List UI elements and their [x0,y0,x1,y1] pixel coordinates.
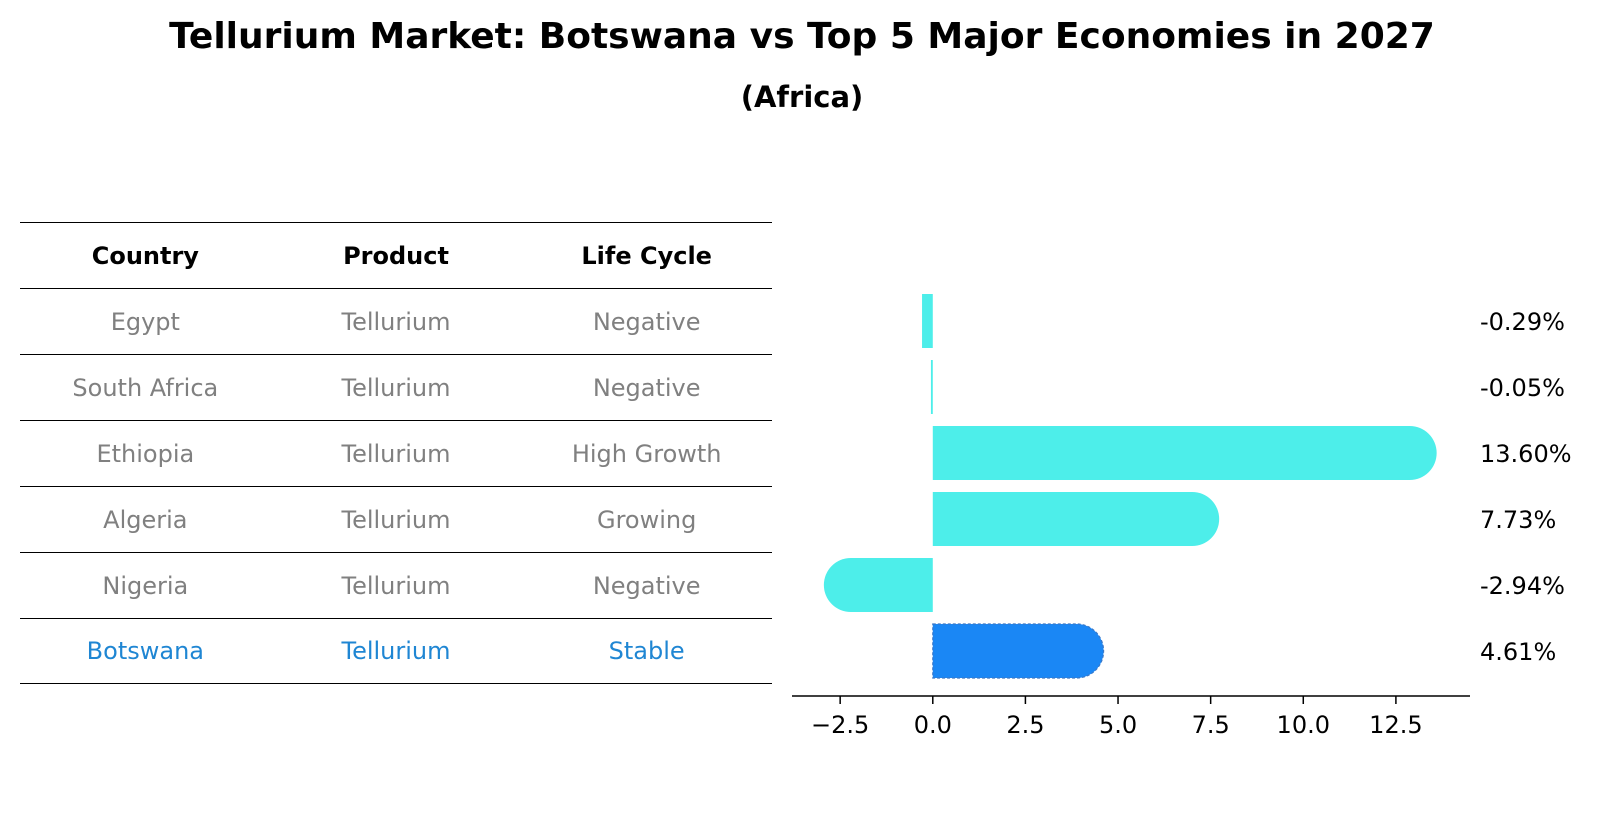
bar-value-label: -2.94% [1480,572,1565,600]
bar-botswana [932,623,1105,679]
cell-country: Algeria [103,505,188,534]
cell-product: Tellurium [341,307,451,336]
table-header-row: Country Product Life Cycle [20,222,772,288]
header-life-cycle: Life Cycle [581,241,712,270]
table-row: Nigeria Tellurium Negative [20,552,772,618]
header-country: Country [91,241,199,270]
x-tick-label: 12.5 [1369,711,1422,739]
cell-life-cycle: Negative [592,373,701,402]
bar-egypt [922,294,933,348]
cell-life-cycle: High Growth [571,439,722,468]
table-row: Ethiopia Tellurium High Growth [20,420,772,486]
bar-value-label: 4.61% [1480,638,1556,666]
header-product: Product [343,241,449,270]
cell-life-cycle: Growing [596,505,697,534]
x-tick-label: 2.5 [1006,711,1044,739]
chart-subtitle: (Africa) [740,80,864,114]
cell-life-cycle: Negative [592,571,701,600]
x-tick-label: 5.0 [1099,711,1137,739]
bar-value-label: -0.05% [1480,374,1565,402]
bar-value-label: -0.29% [1480,308,1565,336]
cell-product: Tellurium [341,637,451,665]
x-tick-label: 0.0 [914,711,952,739]
x-tick-label: 7.5 [1192,711,1230,739]
bar-south-africa [930,360,933,414]
cell-country: Egypt [110,307,180,336]
cell-life-cycle: Negative [592,307,701,336]
table-row: Algeria Tellurium Growing [20,486,772,552]
life-cycle-table: Country Product Life Cycle Egypt Telluri… [20,222,772,684]
cell-product: Tellurium [341,505,451,534]
bar-algeria [932,492,1220,546]
cell-country: South Africa [72,373,219,402]
cell-product: Tellurium [341,571,451,600]
table-row: South Africa Tellurium Negative [20,354,772,420]
chart-title: Tellurium Market: Botswana vs Top 5 Majo… [169,16,1435,57]
x-tick-label: 10.0 [1277,711,1330,739]
cell-country: Nigeria [102,571,189,600]
x-tick-label: −2.5 [811,711,869,739]
bar-value-label: 7.73% [1480,506,1556,534]
bar-ethiopia [932,426,1437,481]
bar-value-label: 13.60% [1480,440,1572,468]
cell-life-cycle: Stable [608,637,685,665]
table-row-highlighted: Botswana Tellurium Stable [20,618,772,684]
cell-country: Botswana [86,637,204,665]
cell-country: Ethiopia [96,439,195,468]
bar-nigeria [823,558,933,612]
cell-product: Tellurium [341,439,451,468]
table-row: Egypt Tellurium Negative [20,288,772,354]
cell-product: Tellurium [341,373,451,402]
